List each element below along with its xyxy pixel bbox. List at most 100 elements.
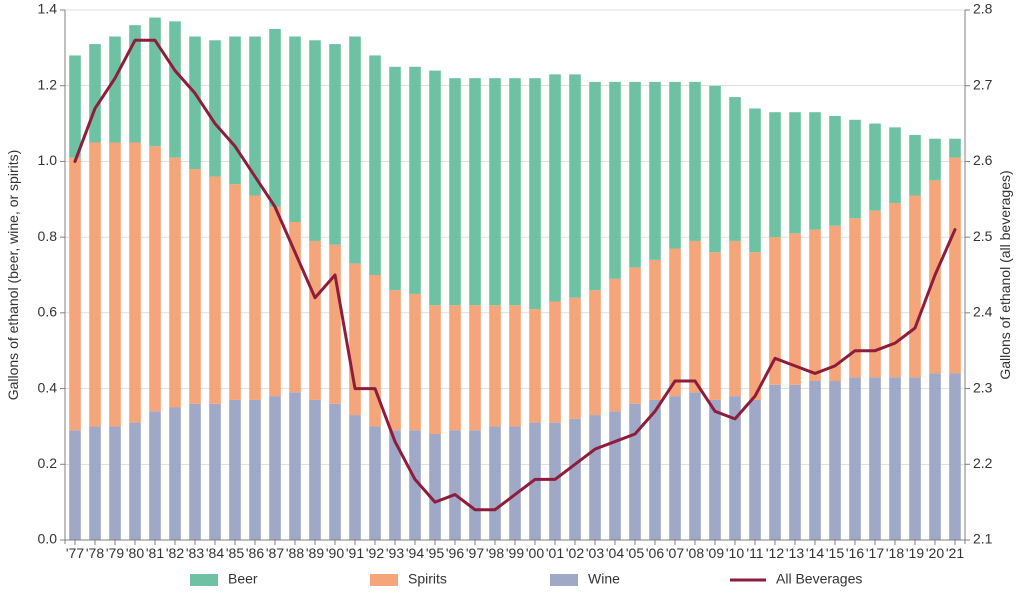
tick-label-x: '15: [826, 545, 844, 561]
tick-label-x: '20: [926, 545, 944, 561]
chart-svg: 0.00.20.40.60.81.01.21.42.12.22.32.42.52…: [0, 0, 1024, 597]
bar-wine: [889, 377, 901, 540]
bar-beer: [909, 135, 921, 196]
tick-label-x: '08: [686, 545, 704, 561]
bar-spirits: [89, 143, 101, 427]
bar-spirits: [789, 233, 801, 384]
bar-wine: [189, 404, 201, 540]
bar-spirits: [749, 252, 761, 400]
bar-spirits: [209, 177, 221, 404]
tick-label-x: '92: [366, 545, 384, 561]
bar-beer: [689, 82, 701, 241]
bar-beer: [369, 55, 381, 275]
bar-beer: [189, 37, 201, 170]
bar-beer: [409, 67, 421, 294]
tick-label-left: 1.2: [38, 76, 58, 92]
tick-label-x: '11: [746, 545, 763, 561]
tick-label-x: '09: [706, 545, 724, 561]
bar-wine: [169, 408, 181, 541]
bar-beer: [89, 44, 101, 142]
bar-beer: [589, 82, 601, 290]
tick-label-x: '18: [886, 545, 904, 561]
tick-label-x: '89: [306, 545, 324, 561]
bar-spirits: [769, 237, 781, 385]
bar-spirits: [549, 302, 561, 423]
tick-label-x: '19: [906, 545, 924, 561]
tick-label-x: '96: [446, 545, 464, 561]
tick-label-left: 0.8: [38, 228, 58, 244]
bar-spirits: [629, 267, 641, 403]
bar-spirits: [909, 196, 921, 378]
bar-beer: [269, 29, 281, 207]
bar-spirits: [609, 279, 621, 412]
tick-label-x: '83: [186, 545, 204, 561]
tick-label-right: 2.1: [973, 531, 993, 547]
legend-label-beer: Beer: [228, 571, 258, 587]
bar-beer: [469, 78, 481, 305]
bar-beer: [349, 37, 361, 264]
bar-beer: [709, 86, 721, 253]
tick-label-left: 0.4: [38, 379, 58, 395]
bar-wine: [669, 396, 681, 540]
tick-label-x: '04: [606, 545, 624, 561]
ethanol-chart: 0.00.20.40.60.81.01.21.42.12.22.32.42.52…: [0, 0, 1024, 597]
bar-wine: [229, 400, 241, 540]
bar-spirits: [369, 275, 381, 426]
bar-spirits: [449, 305, 461, 430]
bar-wine: [549, 423, 561, 540]
bar-wine: [469, 430, 481, 540]
bar-wine: [629, 404, 641, 540]
bar-spirits: [709, 252, 721, 400]
bar-wine: [149, 411, 161, 540]
bar-wine: [649, 400, 661, 540]
bar-spirits: [889, 203, 901, 377]
bar-spirits: [429, 305, 441, 434]
bar-wine: [949, 373, 961, 540]
bar-beer: [869, 124, 881, 211]
bar-beer: [289, 37, 301, 223]
bar-wine: [809, 381, 821, 540]
tick-label-left: 0.0: [38, 531, 58, 547]
bar-spirits: [69, 158, 81, 431]
bar-spirits: [489, 305, 501, 426]
tick-label-x: '03: [586, 545, 604, 561]
bar-spirits: [949, 158, 961, 374]
tick-label-x: '13: [786, 545, 804, 561]
y-right-label: Gallons of ethanol (all beverages): [997, 170, 1013, 379]
tick-label-left: 1.0: [38, 152, 58, 168]
bar-wine: [769, 385, 781, 540]
tick-label-x: '05: [626, 545, 644, 561]
legend-swatch-wine: [550, 574, 578, 586]
bar-beer: [449, 78, 461, 305]
bar-beer: [629, 82, 641, 268]
tick-label-x: '80: [126, 545, 144, 561]
bar-beer: [509, 78, 521, 305]
bar-wine: [869, 377, 881, 540]
bar-wine: [509, 426, 521, 540]
legend-swatch-spirits: [370, 574, 398, 586]
tick-label-right: 2.7: [973, 76, 993, 92]
bar-wine: [849, 377, 861, 540]
tick-label-left: 1.4: [38, 1, 58, 17]
bar-beer: [889, 127, 901, 203]
bar-wine: [929, 373, 941, 540]
bar-spirits: [289, 222, 301, 392]
bar-wine: [909, 377, 921, 540]
tick-label-x: '00: [526, 545, 544, 561]
tick-label-x: '82: [166, 545, 184, 561]
bar-beer: [649, 82, 661, 260]
bar-beer: [229, 37, 241, 185]
tick-label-x: '12: [766, 545, 784, 561]
tick-label-right: 2.6: [973, 152, 993, 168]
bar-beer: [389, 67, 401, 290]
bar-wine: [489, 426, 501, 540]
bar-spirits: [109, 143, 121, 427]
tick-label-x: '91: [346, 545, 364, 561]
y-left-label: Gallons of ethanol (beer, wine, or spiri…: [5, 150, 21, 401]
tick-label-x: '07: [666, 545, 684, 561]
tick-label-x: '85: [226, 545, 244, 561]
bar-wine: [89, 426, 101, 540]
bar-beer: [569, 74, 581, 297]
bar-beer: [929, 139, 941, 181]
bar-beer: [669, 82, 681, 249]
